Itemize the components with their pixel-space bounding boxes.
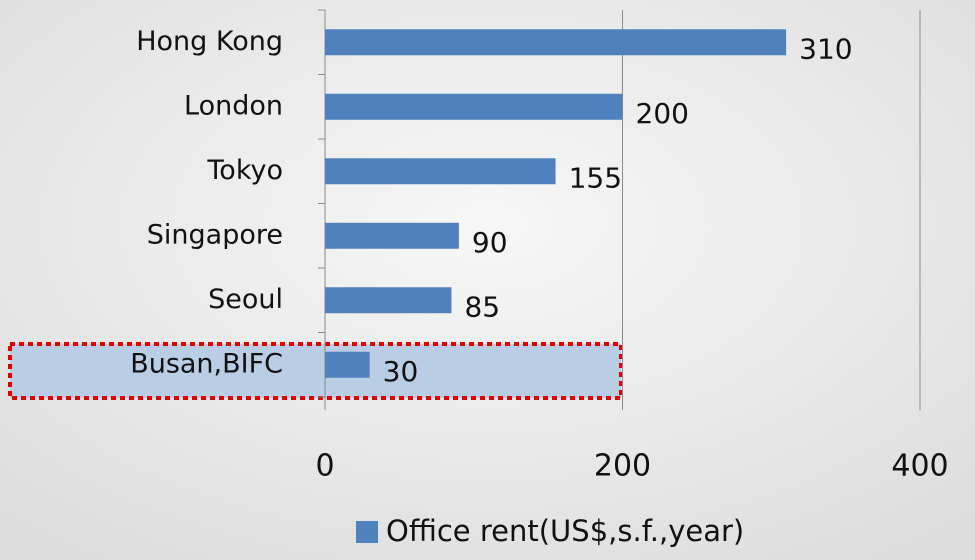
- x-tick-label: 400: [891, 449, 948, 484]
- x-tick-label: 200: [594, 449, 651, 484]
- value-label: 30: [383, 355, 419, 388]
- bar: [325, 93, 623, 120]
- bar: [325, 29, 787, 56]
- value-label: 310: [799, 32, 852, 65]
- value-label: 155: [569, 161, 622, 194]
- bar: [325, 287, 452, 314]
- legend-label: Office rent(US$,s.f.,year): [386, 514, 744, 548]
- bar: [325, 222, 459, 249]
- y-tick-label: Tokyo: [206, 155, 283, 186]
- value-label: 200: [636, 97, 689, 130]
- bar: [325, 158, 556, 185]
- y-tick-label: Busan,BIFC: [130, 348, 283, 379]
- y-tick-label: Seoul: [208, 284, 283, 315]
- legend-swatch: [356, 521, 378, 543]
- highlight-box: [8, 342, 623, 400]
- bar: [325, 351, 370, 378]
- y-tick-label: Hong Kong: [136, 26, 283, 57]
- y-tick-label: London: [184, 90, 283, 121]
- y-tick-label: Singapore: [147, 219, 283, 250]
- value-label: 85: [464, 290, 500, 323]
- value-label: 90: [472, 226, 508, 259]
- x-tick-label: 0: [315, 449, 334, 484]
